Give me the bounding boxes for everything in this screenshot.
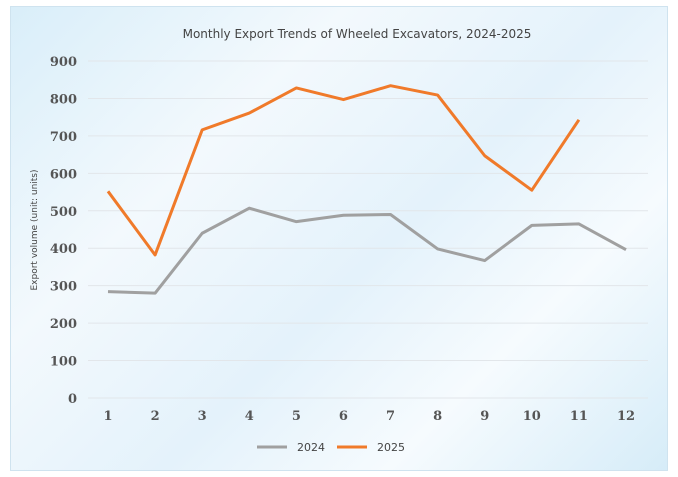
y-tick-label: 100 xyxy=(50,355,77,370)
x-tick-label: 4 xyxy=(245,409,254,424)
x-tick-label: 5 xyxy=(292,409,301,424)
x-tick-label: 7 xyxy=(386,409,395,424)
x-tick-label: 11 xyxy=(570,409,588,424)
series-line-2025 xyxy=(106,84,581,257)
chart-frame xyxy=(10,6,668,471)
y-tick-label: 700 xyxy=(50,130,77,145)
series-line-2024 xyxy=(107,206,627,295)
y-tick-label: 400 xyxy=(50,242,77,257)
x-tick-label: 10 xyxy=(523,409,541,424)
x-tick-label: 2 xyxy=(151,409,160,424)
y-tick-label: 800 xyxy=(50,92,77,107)
y-tick-label: 300 xyxy=(50,280,77,295)
x-tick-label: 3 xyxy=(198,409,207,424)
y-tick-label: 600 xyxy=(50,167,77,182)
x-tick-label: 9 xyxy=(480,409,489,424)
chart-title: Monthly Export Trends of Wheeled Excavat… xyxy=(183,27,532,41)
y-tick-label: 200 xyxy=(50,317,77,332)
x-tick-label: 1 xyxy=(103,409,112,424)
legend-label: 2024 xyxy=(297,441,325,454)
legend-label: 2025 xyxy=(377,441,405,454)
y-tick-label: 900 xyxy=(50,55,77,70)
y-tick-label: 0 xyxy=(68,392,77,407)
y-tick-label: 500 xyxy=(50,205,77,220)
x-tick-label: 8 xyxy=(433,409,442,424)
x-tick-label: 6 xyxy=(339,409,348,424)
x-tick-label: 12 xyxy=(617,409,635,424)
y-axis-label: Export volume (unit: units) xyxy=(30,169,40,290)
